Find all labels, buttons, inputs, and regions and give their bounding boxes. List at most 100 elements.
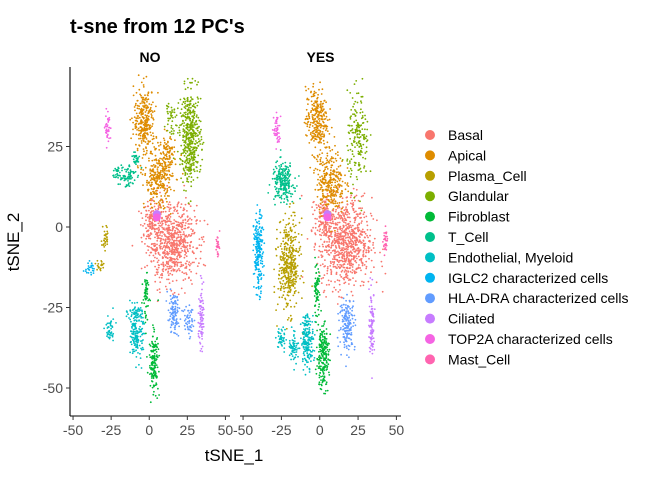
data-point <box>161 274 164 277</box>
data-point <box>186 210 188 212</box>
data-point <box>140 168 143 171</box>
data-point <box>130 137 133 140</box>
data-point <box>185 251 187 254</box>
data-point <box>316 127 319 130</box>
data-point <box>301 276 304 278</box>
data-point <box>195 149 198 152</box>
data-point <box>170 112 173 115</box>
data-point <box>351 232 353 235</box>
data-point <box>198 170 201 173</box>
data-point <box>185 262 187 265</box>
data-point <box>173 111 176 114</box>
data-point <box>181 271 184 274</box>
data-point <box>117 176 119 179</box>
data-point <box>190 163 193 165</box>
data-point <box>345 227 347 230</box>
data-point <box>330 244 333 247</box>
data-point <box>361 234 363 236</box>
data-point <box>195 204 198 207</box>
data-point <box>156 228 159 230</box>
data-point <box>326 269 329 272</box>
data-point <box>311 125 314 127</box>
data-point <box>144 279 146 281</box>
data-point <box>132 348 135 351</box>
data-point <box>342 266 345 269</box>
data-point <box>322 127 325 130</box>
data-point <box>355 142 358 145</box>
data-point <box>147 233 150 236</box>
data-point <box>174 295 177 298</box>
data-point <box>155 382 158 384</box>
data-point <box>174 324 177 327</box>
data-point <box>316 122 319 125</box>
data-point <box>343 248 346 251</box>
data-point <box>320 206 322 209</box>
data-point <box>102 244 105 247</box>
data-point <box>189 205 192 208</box>
facet-strip-label: NO <box>140 49 161 65</box>
data-point <box>334 265 337 268</box>
data-point <box>187 277 190 279</box>
data-point <box>325 185 328 188</box>
data-point <box>314 113 317 115</box>
data-point <box>181 214 184 216</box>
data-point <box>279 175 281 178</box>
data-point <box>324 129 327 132</box>
data-point <box>150 134 153 137</box>
data-point <box>364 242 367 245</box>
data-point <box>168 170 171 173</box>
data-point <box>139 357 142 359</box>
data-point <box>186 159 188 162</box>
data-point <box>311 103 314 106</box>
data-point <box>150 152 153 155</box>
data-point <box>176 333 178 336</box>
data-point <box>342 235 345 238</box>
data-point <box>169 318 171 320</box>
data-point <box>196 142 198 144</box>
data-point <box>367 246 370 248</box>
data-point <box>106 322 109 325</box>
data-point <box>362 284 365 287</box>
data-point <box>137 341 139 344</box>
data-point <box>358 129 361 132</box>
data-point <box>188 312 191 314</box>
data-point <box>146 264 149 267</box>
data-point <box>317 178 319 181</box>
data-point <box>139 102 142 105</box>
data-point <box>366 120 369 123</box>
data-point <box>317 173 320 176</box>
data-point <box>183 98 186 101</box>
data-point <box>181 223 184 226</box>
data-point <box>217 240 220 243</box>
data-point <box>188 129 191 132</box>
data-point <box>347 149 350 152</box>
data-point <box>142 77 145 80</box>
data-point <box>284 193 287 196</box>
data-point <box>166 265 169 268</box>
data-point <box>85 268 87 271</box>
data-point <box>183 250 186 253</box>
data-point <box>344 211 347 214</box>
data-point <box>346 203 349 206</box>
data-point <box>131 176 134 179</box>
data-point <box>197 138 200 140</box>
data-point <box>286 318 289 321</box>
data-point <box>282 189 285 192</box>
data-point <box>161 177 164 180</box>
data-point <box>343 221 345 224</box>
data-point <box>166 244 168 247</box>
data-point <box>147 188 150 191</box>
data-point <box>173 239 176 242</box>
data-point <box>138 129 140 132</box>
data-point <box>288 192 290 195</box>
data-point <box>191 232 193 235</box>
data-point <box>148 237 150 240</box>
data-point <box>332 258 334 260</box>
data-point <box>314 146 317 149</box>
data-point <box>173 210 176 212</box>
data-point <box>343 253 345 255</box>
data-point <box>152 101 154 104</box>
data-point <box>348 263 351 265</box>
data-point <box>190 136 193 139</box>
